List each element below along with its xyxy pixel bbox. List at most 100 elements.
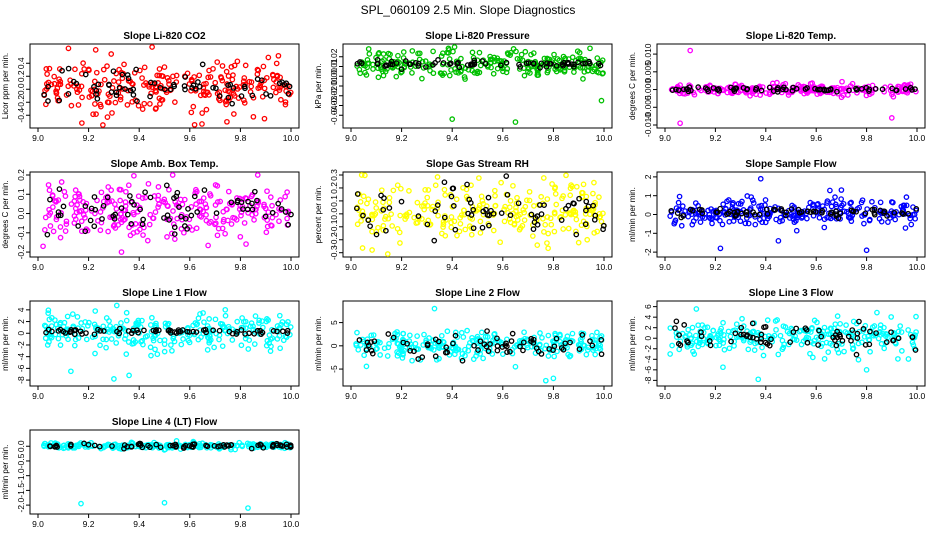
reference-point (246, 330, 252, 337)
reference-point (560, 346, 567, 353)
data-point (560, 193, 566, 199)
data-point (839, 78, 845, 85)
data-point (594, 55, 601, 61)
chart-title: Slope Gas Stream RH (426, 159, 529, 170)
reference-point (468, 212, 475, 218)
data-point (749, 329, 756, 336)
data-point (697, 219, 704, 226)
reference-point (184, 328, 191, 335)
outlier-point (542, 377, 549, 384)
data-point (158, 97, 165, 103)
y-axis-label: degrees C per min. (1, 180, 10, 248)
reference-point (796, 209, 803, 216)
reference-point (528, 211, 535, 218)
reference-point (821, 87, 828, 94)
reference-point (180, 445, 187, 451)
y-tick-label: -6 (643, 366, 653, 374)
reference-point (171, 81, 177, 88)
chart-title: Slope Line 4 (LT) Flow (112, 417, 218, 428)
reference-point (173, 444, 179, 450)
data-point (160, 198, 167, 205)
data-point (263, 229, 270, 236)
data-point (113, 302, 120, 309)
x-tick-label: 9.2 (83, 391, 95, 401)
chart-title: Slope Line 2 Flow (435, 288, 520, 299)
data-point (843, 322, 849, 328)
data-point (760, 352, 767, 359)
reference-point (65, 65, 72, 72)
reference-point (70, 78, 77, 85)
x-tick-label: 9.4 (760, 391, 772, 401)
reference-point (267, 92, 274, 99)
data-point (273, 89, 279, 96)
data-point (238, 342, 245, 349)
outlier-point (512, 119, 519, 125)
data-point (358, 218, 364, 224)
data-point (544, 196, 551, 202)
x-tick-label: 10.0 (283, 133, 300, 143)
reference-point (178, 213, 184, 220)
data-point (692, 200, 699, 206)
reference-point (249, 92, 256, 99)
data-point (492, 203, 499, 209)
reference-point (130, 92, 137, 98)
data-point (451, 44, 458, 50)
data-point (92, 46, 99, 53)
data-point (462, 352, 468, 359)
data-point (869, 198, 875, 205)
data-point (597, 213, 604, 220)
reference-point (853, 87, 860, 93)
reference-point (91, 83, 97, 90)
data-point (103, 344, 109, 351)
reference-point (199, 61, 206, 68)
reference-point (91, 194, 98, 200)
data-point (260, 63, 267, 70)
reference-point (779, 86, 786, 93)
data-point (123, 351, 130, 357)
data-point (843, 208, 850, 215)
reference-point (486, 222, 492, 229)
reference-point (783, 86, 789, 93)
data-point (876, 329, 882, 336)
data-point (71, 342, 78, 349)
y-tick-label: -8 (16, 376, 26, 384)
data-point (453, 196, 460, 203)
reference-point (389, 61, 396, 68)
x-tick-label: 9.0 (345, 133, 357, 143)
reference-point (909, 87, 915, 93)
reference-point (589, 342, 596, 349)
data-point (108, 51, 115, 57)
reference-point (503, 59, 510, 66)
data-point (191, 121, 198, 128)
data-point (435, 199, 441, 206)
x-tick-label: 9.8 (234, 519, 246, 529)
data-point (270, 76, 277, 83)
data-point (276, 312, 283, 319)
data-point (52, 317, 58, 323)
reference-point (249, 206, 256, 213)
data-point (544, 69, 551, 76)
data-point (678, 222, 685, 229)
x-tick-label: 9.6 (497, 133, 509, 143)
reference-point (738, 331, 744, 338)
data-point (825, 349, 832, 355)
y-tick-label: -4 (643, 355, 653, 363)
data-point (414, 199, 421, 206)
reference-point (216, 93, 223, 99)
reference-point (279, 79, 285, 86)
reference-point (182, 86, 188, 93)
data-point (131, 172, 137, 179)
reference-point (415, 60, 422, 67)
x-tick-label: 9.0 (659, 133, 671, 143)
reference-point (100, 328, 107, 334)
data-point (206, 316, 212, 322)
reference-point (485, 194, 492, 201)
reference-point (698, 329, 704, 336)
data-point (46, 206, 52, 213)
data-point (98, 81, 104, 88)
data-point (377, 352, 383, 358)
data-point (222, 306, 229, 313)
reference-point (442, 349, 449, 356)
data-point (498, 179, 504, 186)
data-point (667, 351, 674, 357)
